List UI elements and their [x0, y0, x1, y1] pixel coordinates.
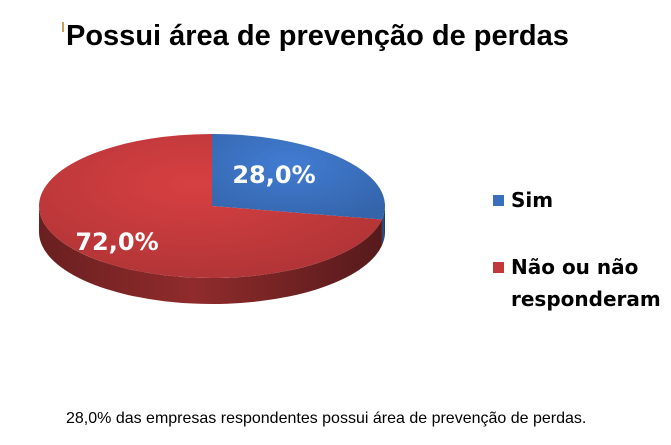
legend-label-nao-line1: Não ou não: [511, 255, 639, 279]
chart-title: Possui área de prevenção de perdas: [66, 20, 569, 52]
chart-caption: 28,0% das empresas respondentes possui á…: [66, 410, 587, 427]
pie-side-sim: [381, 206, 385, 246]
pie-slice-nao: [38, 134, 382, 278]
data-label-nao: 72,0%: [75, 228, 158, 256]
legend-swatch-nao: [493, 262, 504, 273]
pie-slice-sim: [212, 134, 386, 220]
data-label-sim: 28,0%: [232, 161, 315, 189]
pie-side-nao: [39, 206, 382, 304]
title-accent-mark: [62, 22, 64, 32]
legend-swatch-sim: [493, 195, 504, 206]
legend-label-nao-line2: responderam: [511, 287, 661, 311]
legend-label-sim: Sim: [511, 188, 554, 212]
